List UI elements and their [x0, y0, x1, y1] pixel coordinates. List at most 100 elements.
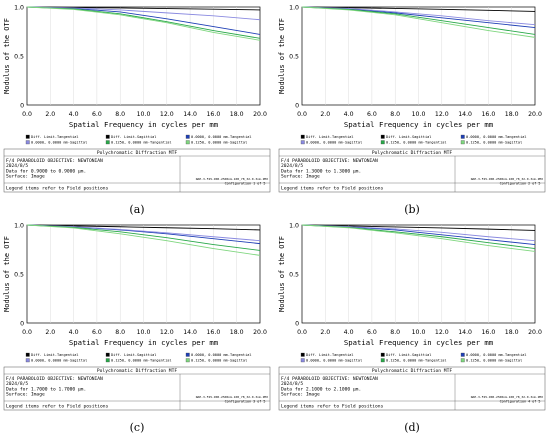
x-axis-label: Spatial Frequency in cycles per mm	[69, 120, 219, 129]
legend-swatch	[105, 358, 110, 363]
x-tick-label: 20.0	[253, 329, 267, 336]
box-config: Configuration 3 of 5	[225, 400, 266, 404]
legend-entry: 0.0000, 0.0000 mm-Tangential	[466, 353, 527, 357]
box-text: F/4 PARABOLOID OBJECTIVE: NEWTONIAN	[6, 376, 103, 382]
legend-swatch	[105, 140, 110, 145]
x-tick-label: 0.0	[22, 329, 32, 336]
legend-entry: 0.1250, 0.0000 mm-Tangential	[111, 359, 172, 363]
legend-entry: 0.0000, 0.0000 mm-Tangential	[466, 135, 527, 139]
panel-3: 1.0 0.5 00.0 2.0 4.0 6.0 8.0 10.0 12.0 14.0 16.0 18…	[3, 223, 271, 434]
legend-entry: Diff. Limit-Sagittial	[111, 353, 156, 357]
box-file: NAE-3-F45-900-2500nm-108_78_32-0.3nm.ZMX	[196, 177, 268, 181]
x-tick-label: 6.0	[92, 111, 102, 118]
x-tick-label: 18.0	[230, 111, 244, 118]
box-footer: Legend items refer to Field positions	[281, 186, 384, 192]
box-title: Polychromatic Diffraction MTF	[372, 150, 452, 156]
series-line-1	[26, 224, 261, 231]
legend-swatch	[185, 140, 190, 145]
x-tick-label: 0.0	[22, 111, 32, 118]
legend-swatch	[380, 134, 385, 139]
panel-4: 1.0 0.5 00.0 2.0 4.0 6.0 8.0 10.0 12.0 14.0 16.0 18…	[278, 223, 546, 434]
box-text: 2024/8/5	[6, 381, 28, 387]
box-title: Polychromatic Diffraction MTF	[97, 150, 177, 156]
x-tick-label: 4.0	[69, 111, 79, 118]
legend-entry: 0.0000, 0.0000 mm-Sagittal	[306, 359, 362, 363]
y-tick-label: 1.0	[14, 5, 24, 12]
box-text: 2024/8/5	[281, 163, 303, 169]
legend-entry: Diff. Limit-Tangential	[306, 353, 354, 357]
legend-swatch	[300, 358, 305, 363]
box-text: Surface: Image	[6, 392, 45, 398]
x-tick-label: 8.0	[390, 329, 400, 336]
x-tick-label: 2.0	[320, 111, 330, 118]
x-tick-label: 16.0	[482, 329, 496, 336]
y-tick-label: 0	[295, 103, 299, 110]
y-tick-label: 1.0	[289, 5, 299, 12]
x-axis-label: Spatial Frequency in cycles per mm	[344, 120, 494, 129]
legend-swatch	[460, 134, 465, 139]
panel-2: 1.0 0.5 00.0 2.0 4.0 6.0 8.0 10.0 12.0 14.0 16.0 18…	[278, 5, 546, 216]
legend-swatch	[460, 140, 465, 145]
panel-caption: (d)	[404, 421, 420, 434]
series-line-1	[301, 6, 536, 12]
series-line-5	[301, 224, 536, 252]
legend-entry: Diff. Limit-Sagittial	[386, 135, 431, 139]
legend-swatch	[25, 358, 30, 363]
box-text: Surface: Image	[281, 392, 320, 398]
legend-swatch	[185, 352, 190, 357]
legend-entry: 0.0000, 0.0000 mm-Sagittal	[31, 141, 87, 145]
legend-entry: Diff. Limit-Sagittial	[386, 353, 431, 357]
legend-entry: 0.1250, 0.0000 mm-Sagittal	[191, 141, 247, 145]
y-axis-label: Modulus of the OTF	[278, 18, 286, 94]
y-tick-label: 0.5	[289, 54, 299, 61]
legend-entry: Diff. Limit-Tangential	[306, 135, 354, 139]
box-text: Data for 0.9000 to 0.9000 μm.	[6, 168, 86, 174]
series-line-5	[26, 224, 261, 256]
legend-entry: 0.1250, 0.0000 mm-Tangential	[386, 141, 447, 145]
x-tick-label: 2.0	[45, 329, 55, 336]
x-tick-label: 20.0	[528, 111, 542, 118]
x-tick-label: 12.0	[160, 329, 174, 336]
series-line-5	[301, 6, 536, 38]
box-text: Surface: Image	[281, 174, 320, 180]
x-tick-label: 18.0	[505, 329, 519, 336]
box-title: Polychromatic Diffraction MTF	[372, 368, 452, 374]
series-line-3	[301, 6, 536, 26]
x-tick-label: 14.0	[458, 329, 472, 336]
box-config: Configuration 2 of 5	[500, 182, 541, 186]
legend-entry: 0.1250, 0.0000 mm-Tangential	[111, 141, 172, 145]
box-text: 2024/8/5	[6, 163, 28, 169]
legend-entry: 0.1250, 0.0000 mm-Sagittal	[466, 141, 522, 145]
x-tick-label: 6.0	[367, 111, 377, 118]
legend-entry: Diff. Limit-Sagittial	[111, 135, 156, 139]
x-tick-label: 18.0	[230, 329, 244, 336]
legend-swatch	[380, 352, 385, 357]
x-tick-label: 12.0	[435, 111, 449, 118]
legend-swatch	[25, 352, 30, 357]
legend-entry: 0.1250, 0.0000 mm-Tangential	[386, 359, 447, 363]
legend-entry: 0.0000, 0.0000 mm-Tangential	[191, 353, 252, 357]
box-file: NAE-3-F45-900-2500nm-108_78_32-0.3nm.ZMX	[471, 395, 543, 399]
x-tick-label: 20.0	[253, 111, 267, 118]
y-axis-label: Modulus of the OTF	[3, 236, 11, 312]
legend-swatch	[380, 140, 385, 145]
x-tick-label: 6.0	[367, 329, 377, 336]
legend-swatch	[105, 352, 110, 357]
y-tick-label: 0.5	[289, 272, 299, 279]
x-tick-label: 14.0	[183, 111, 197, 118]
y-tick-label: 1.0	[14, 223, 24, 230]
legend-entry: 0.0000, 0.0000 mm-Sagittal	[306, 141, 362, 145]
legend-swatch	[25, 140, 30, 145]
y-tick-label: 0.5	[14, 272, 24, 279]
x-tick-label: 16.0	[207, 329, 221, 336]
legend-entry: Diff. Limit-Tangential	[31, 135, 79, 139]
legend-entry: 0.1250, 0.0000 mm-Sagittal	[466, 359, 522, 363]
box-config: Configuration 1 of 5	[225, 182, 266, 186]
series-line-5	[26, 6, 261, 41]
box-text: F/4 PARABOLOID OBJECTIVE: NEWTONIAN	[281, 158, 378, 164]
x-tick-label: 12.0	[160, 111, 174, 118]
box-footer: Legend items refer to Field positions	[6, 404, 109, 410]
x-tick-label: 8.0	[390, 111, 400, 118]
box-footer: Legend items refer to Field positions	[6, 186, 109, 192]
legend-swatch	[105, 134, 110, 139]
